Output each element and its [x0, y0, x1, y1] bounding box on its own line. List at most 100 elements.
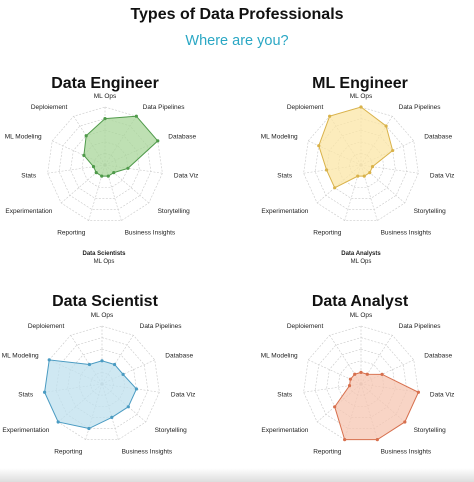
axis-label-storytelling: Storytelling: [414, 208, 447, 215]
grid-spoke: [104, 164, 122, 221]
data-point-database: [121, 372, 125, 376]
grid-ring: [303, 106, 419, 221]
page-title: Types of Data Professionals: [130, 6, 344, 23]
axis-label-data-pipelines: Data Pipelines: [399, 323, 442, 330]
axis-label-deploiement: Deploiement: [287, 104, 324, 111]
page-subtitle: Where are you?: [185, 33, 289, 49]
grid-spoke: [101, 335, 134, 385]
axis-label-ml-modeling: ML Modeling: [5, 134, 42, 141]
data-point-reporting: [356, 174, 360, 178]
axis-label-reporting: Reporting: [313, 448, 342, 455]
axis-label-experimentation: Experimentation: [261, 427, 308, 434]
axis-label-data-viz: Data Viz: [430, 391, 454, 398]
axis-label-deploiement: Deploiement: [287, 323, 324, 330]
axis-label-reporting: Reporting: [313, 229, 342, 236]
data-point-data-viz: [126, 166, 130, 170]
grid-ring: [326, 348, 396, 418]
data-point-storytelling: [126, 405, 130, 409]
axis-label-data-pipelines: Data Pipelines: [399, 104, 442, 111]
note-data-scientists-heading: Data Scientists: [82, 251, 126, 257]
data-point-experimentation: [333, 186, 337, 190]
note-data-analysts: Data Analysts ML Ops: [341, 250, 380, 266]
grid-spoke: [47, 164, 106, 174]
data-point-stats: [347, 384, 352, 388]
data-point-reporting: [87, 426, 91, 431]
data-point-ml-modeling: [317, 144, 321, 148]
axis-label-storytelling: Storytelling: [155, 427, 188, 434]
grid-ring: [58, 118, 152, 210]
grid-spoke: [104, 164, 163, 174]
axis-label-ml-modeling: ML Modeling: [2, 353, 39, 360]
data-point-deploiement: [84, 134, 88, 138]
chart-title-data-analyst: Data Analyst: [311, 293, 409, 310]
axis-label-business-insights: Business Insights: [125, 229, 176, 236]
data-point-storytelling: [403, 420, 407, 424]
data-point-business-insights: [362, 174, 366, 178]
axis-label-experimentation: Experimentation: [5, 208, 52, 215]
axis-label-stats: Stats: [18, 391, 34, 398]
data-point-data-pipelines: [112, 362, 117, 367]
data-point-ml-ops: [359, 105, 363, 109]
axis-label-deploiement: Deploiement: [28, 323, 65, 330]
data-point-storytelling: [368, 170, 372, 175]
data-point-database: [380, 372, 384, 376]
axis-label-business-insights: Business Insights: [122, 448, 173, 455]
note-data-analysts-text: ML Ops: [350, 259, 372, 265]
axis-label-business-insights: Business Insights: [381, 229, 432, 236]
axis-label-ml-ops: ML Ops: [91, 312, 114, 319]
chart-title-data-engineer: Data Engineer: [51, 75, 159, 92]
axis-label-data-pipelines: Data Pipelines: [143, 104, 186, 111]
data-point-reporting: [100, 174, 104, 178]
axis-label-reporting: Reporting: [57, 229, 86, 236]
axis-label-stats: Stats: [277, 391, 293, 398]
axis-label-database: Database: [424, 353, 452, 360]
axis-label-ml-ops: ML Ops: [350, 93, 373, 100]
grid-spoke: [360, 164, 378, 221]
data-point-ml-modeling: [348, 377, 353, 381]
axis-label-experimentation: Experimentation: [261, 208, 308, 215]
data-point-storytelling: [112, 170, 116, 175]
data-point-business-insights: [375, 438, 379, 442]
grid-spoke: [344, 164, 362, 221]
axis-label-storytelling: Storytelling: [158, 208, 191, 215]
grid-spoke: [329, 335, 362, 385]
series-area: [83, 115, 159, 177]
data-point-experimentation: [56, 420, 60, 424]
axis-label-storytelling: Storytelling: [414, 427, 447, 434]
axis-label-database: Database: [424, 134, 452, 141]
series-area: [318, 106, 394, 189]
grid-spoke: [70, 335, 103, 385]
data-point-database: [391, 148, 395, 153]
data-point-data-pipelines: [134, 114, 138, 118]
data-point-experimentation: [94, 170, 98, 175]
grid-spoke: [101, 359, 155, 385]
data-point-ml-ops: [100, 359, 104, 363]
data-point-data-pipelines: [384, 124, 388, 128]
axis-label-data-viz: Data Viz: [430, 172, 454, 179]
axis-label-ml-ops: ML Ops: [94, 93, 117, 100]
bottom-fade: [0, 468, 474, 482]
axis-label-reporting: Reporting: [54, 448, 83, 455]
data-point-database: [156, 139, 160, 143]
data-point-reporting: [343, 438, 347, 442]
grid-spoke: [303, 383, 362, 393]
axis-label-business-insights: Business Insights: [381, 448, 432, 455]
axis-label-ml-modeling: ML Modeling: [261, 134, 298, 141]
data-point-experimentation: [333, 405, 337, 409]
axis-label-data-viz: Data Viz: [171, 391, 195, 398]
grid-spoke: [360, 359, 414, 385]
data-point-stats: [42, 390, 47, 394]
axis-label-stats: Stats: [21, 172, 37, 179]
grid-spoke: [308, 359, 362, 385]
data-point-deploiement: [328, 114, 332, 118]
grid-spoke: [104, 164, 150, 204]
grid-spoke: [60, 164, 106, 204]
data-point-data-viz: [134, 387, 139, 391]
note-data-scientists: Data Scientists ML Ops: [82, 250, 125, 266]
note-data-analysts-heading: Data Analysts: [341, 251, 381, 257]
grid-spoke: [88, 164, 106, 221]
data-point-deploiement: [353, 372, 357, 376]
